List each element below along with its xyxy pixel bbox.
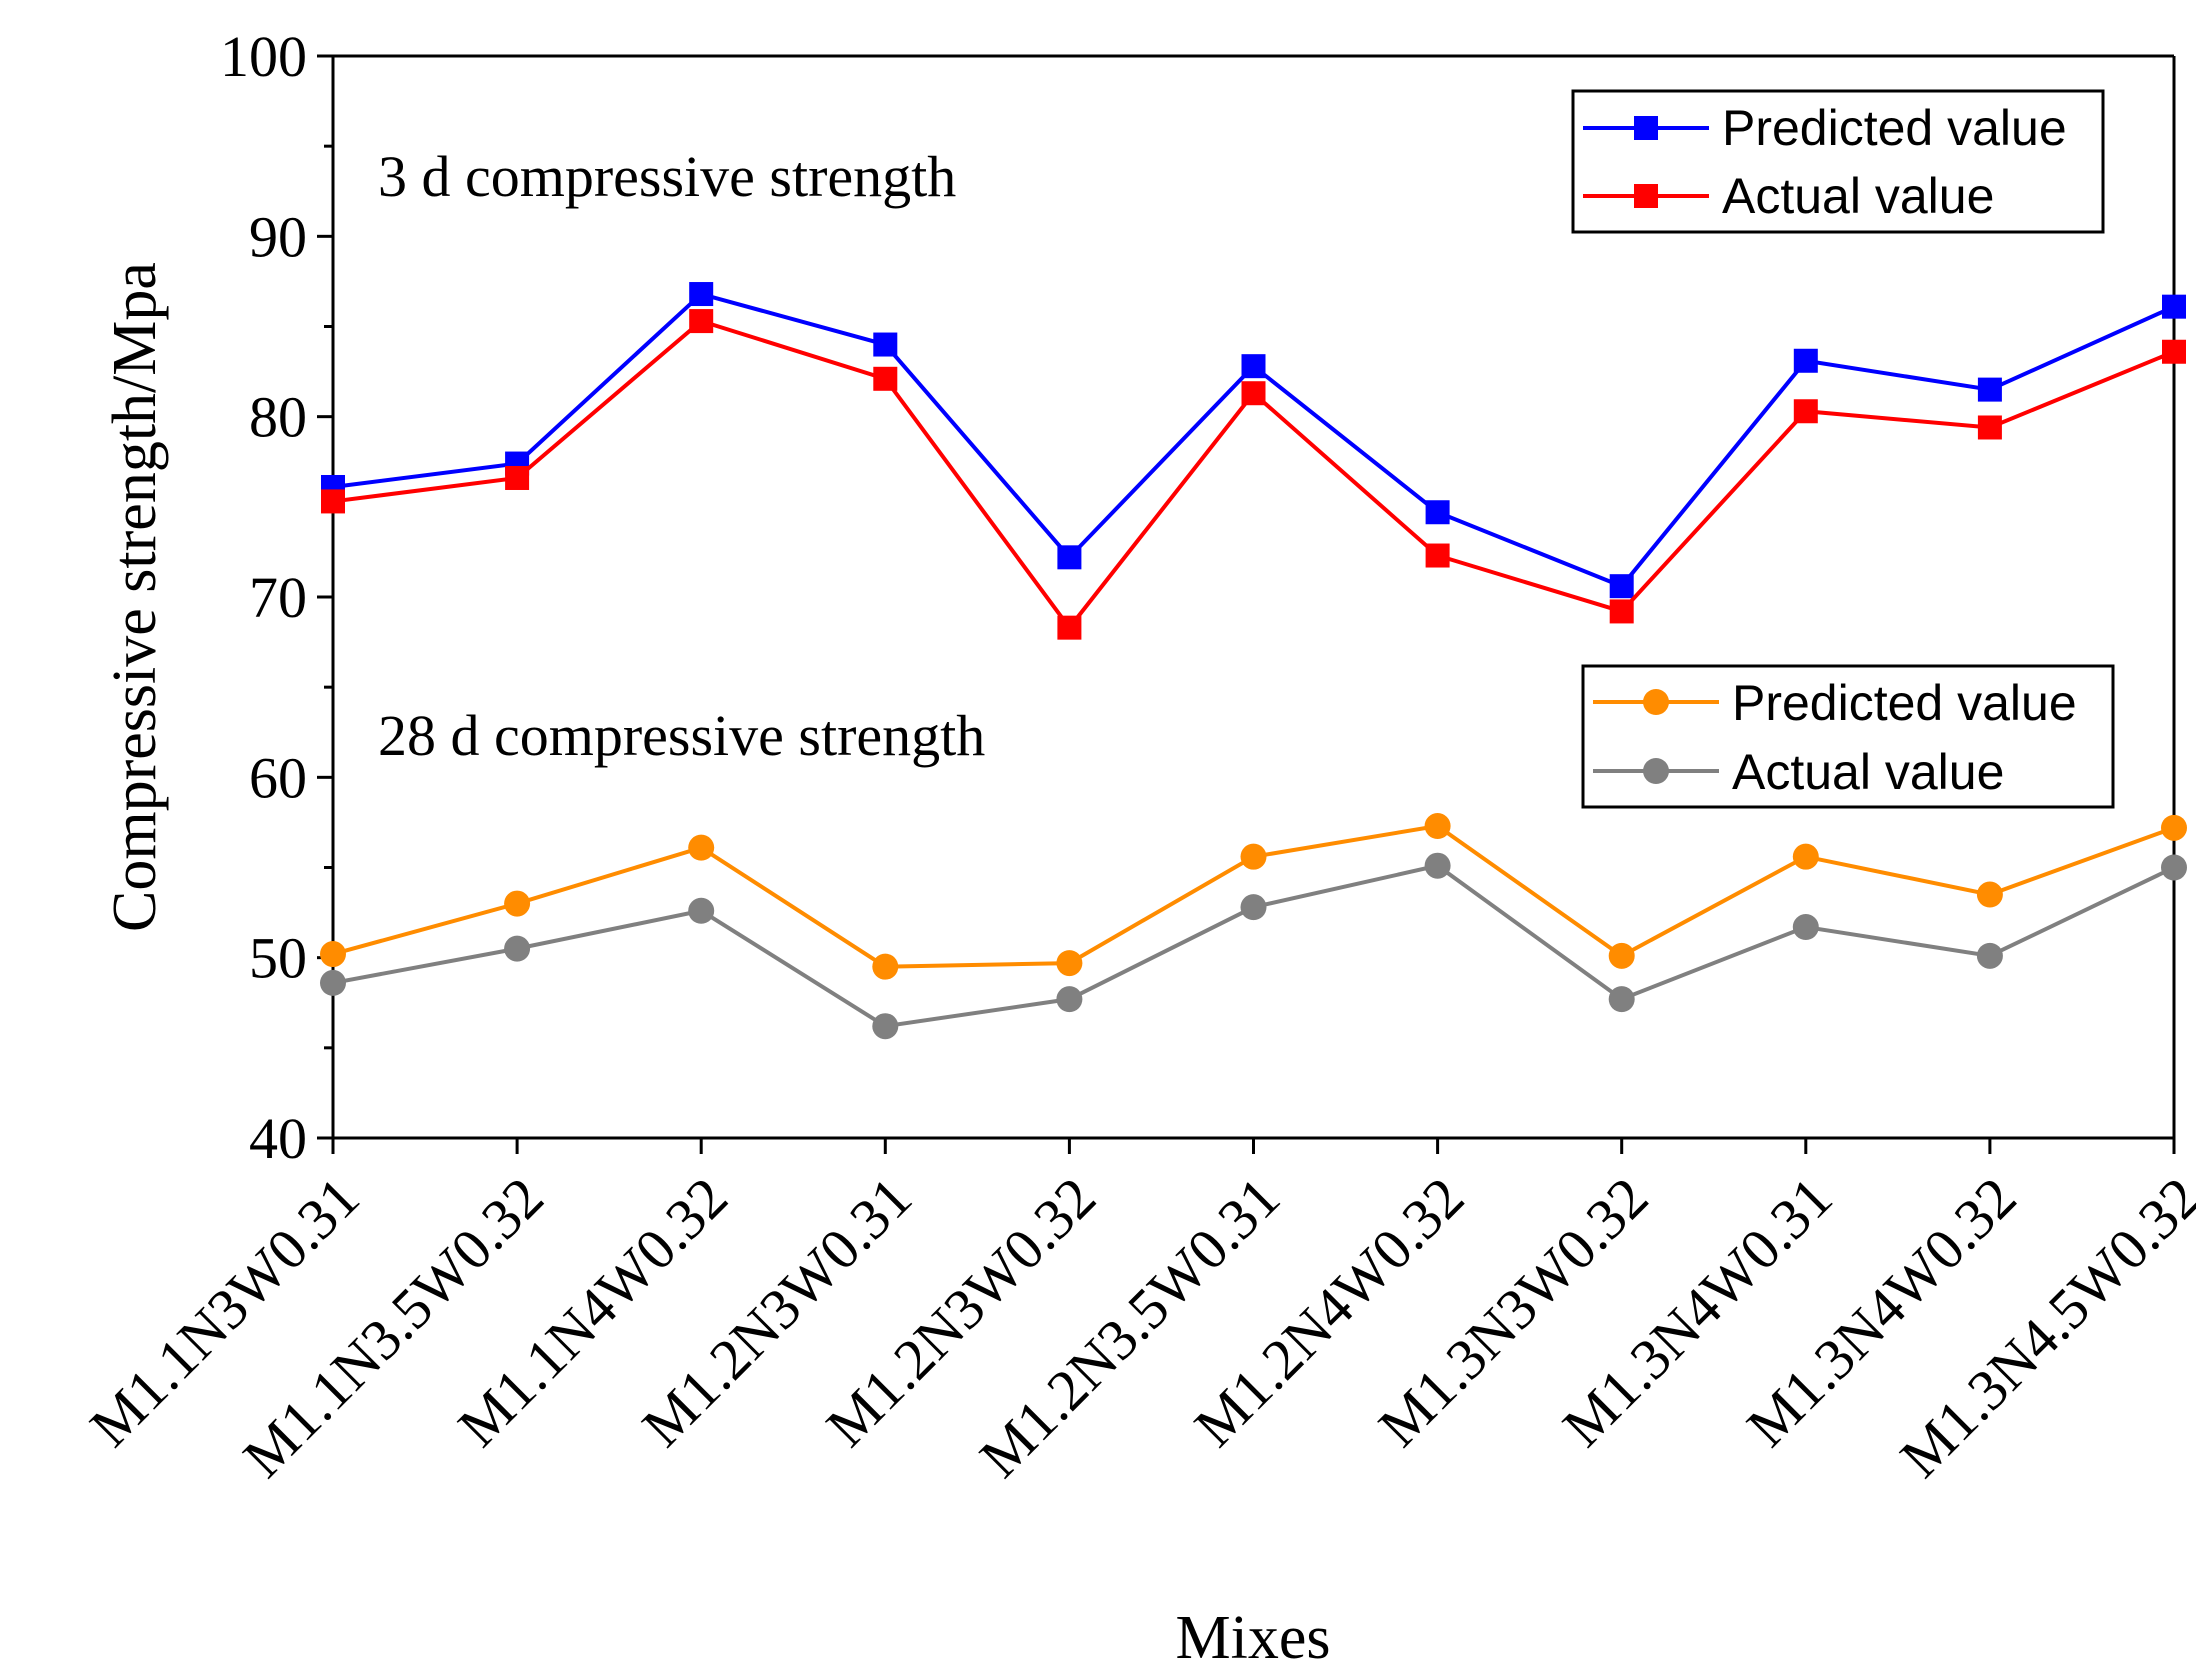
data-point [1793,399,1818,424]
data-point [873,332,898,357]
data-point [689,309,714,334]
data-point [1977,377,2002,402]
data-point [1241,354,1266,379]
series-line-0 [332,291,2175,589]
data-point [2161,854,2187,881]
y-axis-title: Compressive strength/Mpa [101,262,169,932]
data-point [1240,843,1267,870]
legend-upper: Predicted value Actual value [1571,89,2105,234]
legend-lower-marker-2 [1643,758,1669,784]
y-tick-label: 90 [249,204,307,269]
data-point [872,953,899,980]
data-point [320,941,346,968]
data-point [1056,950,1083,977]
data-point [504,890,531,917]
annotation-3d: 3 d compressive strength [378,144,956,209]
legend-lower-box [1581,664,2115,809]
data-point [505,465,530,490]
y-tick-label: 60 [249,745,307,810]
data-point [1240,894,1267,921]
data-point [1425,543,1450,568]
legend-lower: Predicted value Actual value [1581,664,2115,809]
data-point [1241,381,1266,406]
y-tick-label: 50 [249,926,307,991]
data-point [1792,843,1819,870]
series-layer [320,282,2187,1040]
data-point [873,366,898,391]
y-tick-label: 100 [220,24,307,89]
x-axis-ticks: M1.1N3W0.31M1.1N3.5W0.32M1.1N4W0.32M1.2N… [77,1138,2196,1490]
legend-upper-box [1571,89,2105,234]
data-point [2162,339,2186,364]
data-point [1608,942,1635,969]
legend-upper-marker-2 [1634,184,1658,208]
data-point [2162,294,2186,319]
data-point [1609,599,1634,624]
data-point [1424,852,1451,879]
series-line-3 [332,863,2175,1029]
legend-upper-label-1: Predicted value [1722,100,2067,156]
legend-upper-marker-1 [1634,116,1658,140]
data-point [1057,545,1082,570]
x-axis-title: Mixes [1176,1604,1331,1672]
data-point [1425,500,1450,525]
data-point [1792,914,1819,941]
annotation-28d: 28 d compressive strength [378,703,985,768]
legend-lower-label-2: Actual value [1732,744,2004,800]
data-point [504,935,531,962]
data-point [1977,415,2002,440]
legend-lower-label-1: Predicted value [1732,675,2077,731]
legend-upper-label-2: Actual value [1722,168,1994,224]
legend-lower-marker-1 [1643,689,1669,715]
data-point [320,969,346,996]
y-axis-ticks: 40 50 60 70 80 90 100 [220,24,333,1171]
data-point [1608,986,1635,1013]
data-point [1976,881,2003,908]
data-point [688,834,715,861]
y-tick-label: 40 [249,1106,307,1171]
data-point [2161,814,2187,841]
data-point [1057,615,1082,640]
data-point [1424,813,1451,840]
y-tick-label: 80 [249,385,307,450]
data-point [1609,574,1634,599]
data-point [1056,986,1083,1013]
data-point [1793,348,1818,373]
data-point [321,489,345,514]
data-point [689,282,714,307]
data-point [1976,942,2003,969]
data-point [872,1013,899,1040]
y-tick-label: 70 [249,565,307,630]
data-point [688,897,715,924]
